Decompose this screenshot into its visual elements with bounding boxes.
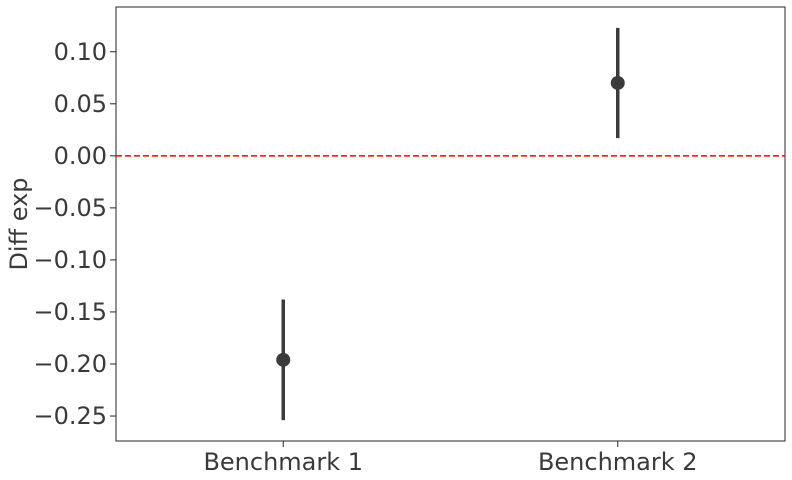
y-tick-label: 0.10 [54,38,107,66]
y-tick-label: −0.05 [33,194,107,222]
y-tick-label: 0.05 [54,90,107,118]
y-axis-label: Diff exp [5,177,33,270]
x-axis: Benchmark 1 Benchmark 2 [203,441,698,476]
y-axis: 0.10 0.05 0.00 −0.05 −0.10 −0.15 −0.20 −0.25 [33,38,116,430]
y-tick-label: −0.20 [33,350,107,378]
y-tick-label: 0.00 [54,142,107,170]
y-tick-label: −0.25 [33,402,107,430]
data-point [610,75,625,90]
y-tick-label: −0.10 [33,246,107,274]
data-marks [276,27,625,421]
x-tick-label: Benchmark 1 [203,448,363,476]
x-tick-label: Benchmark 2 [538,448,698,476]
plot-frame [115,6,786,442]
y-tick-label: −0.15 [33,298,107,326]
data-point [276,352,291,367]
